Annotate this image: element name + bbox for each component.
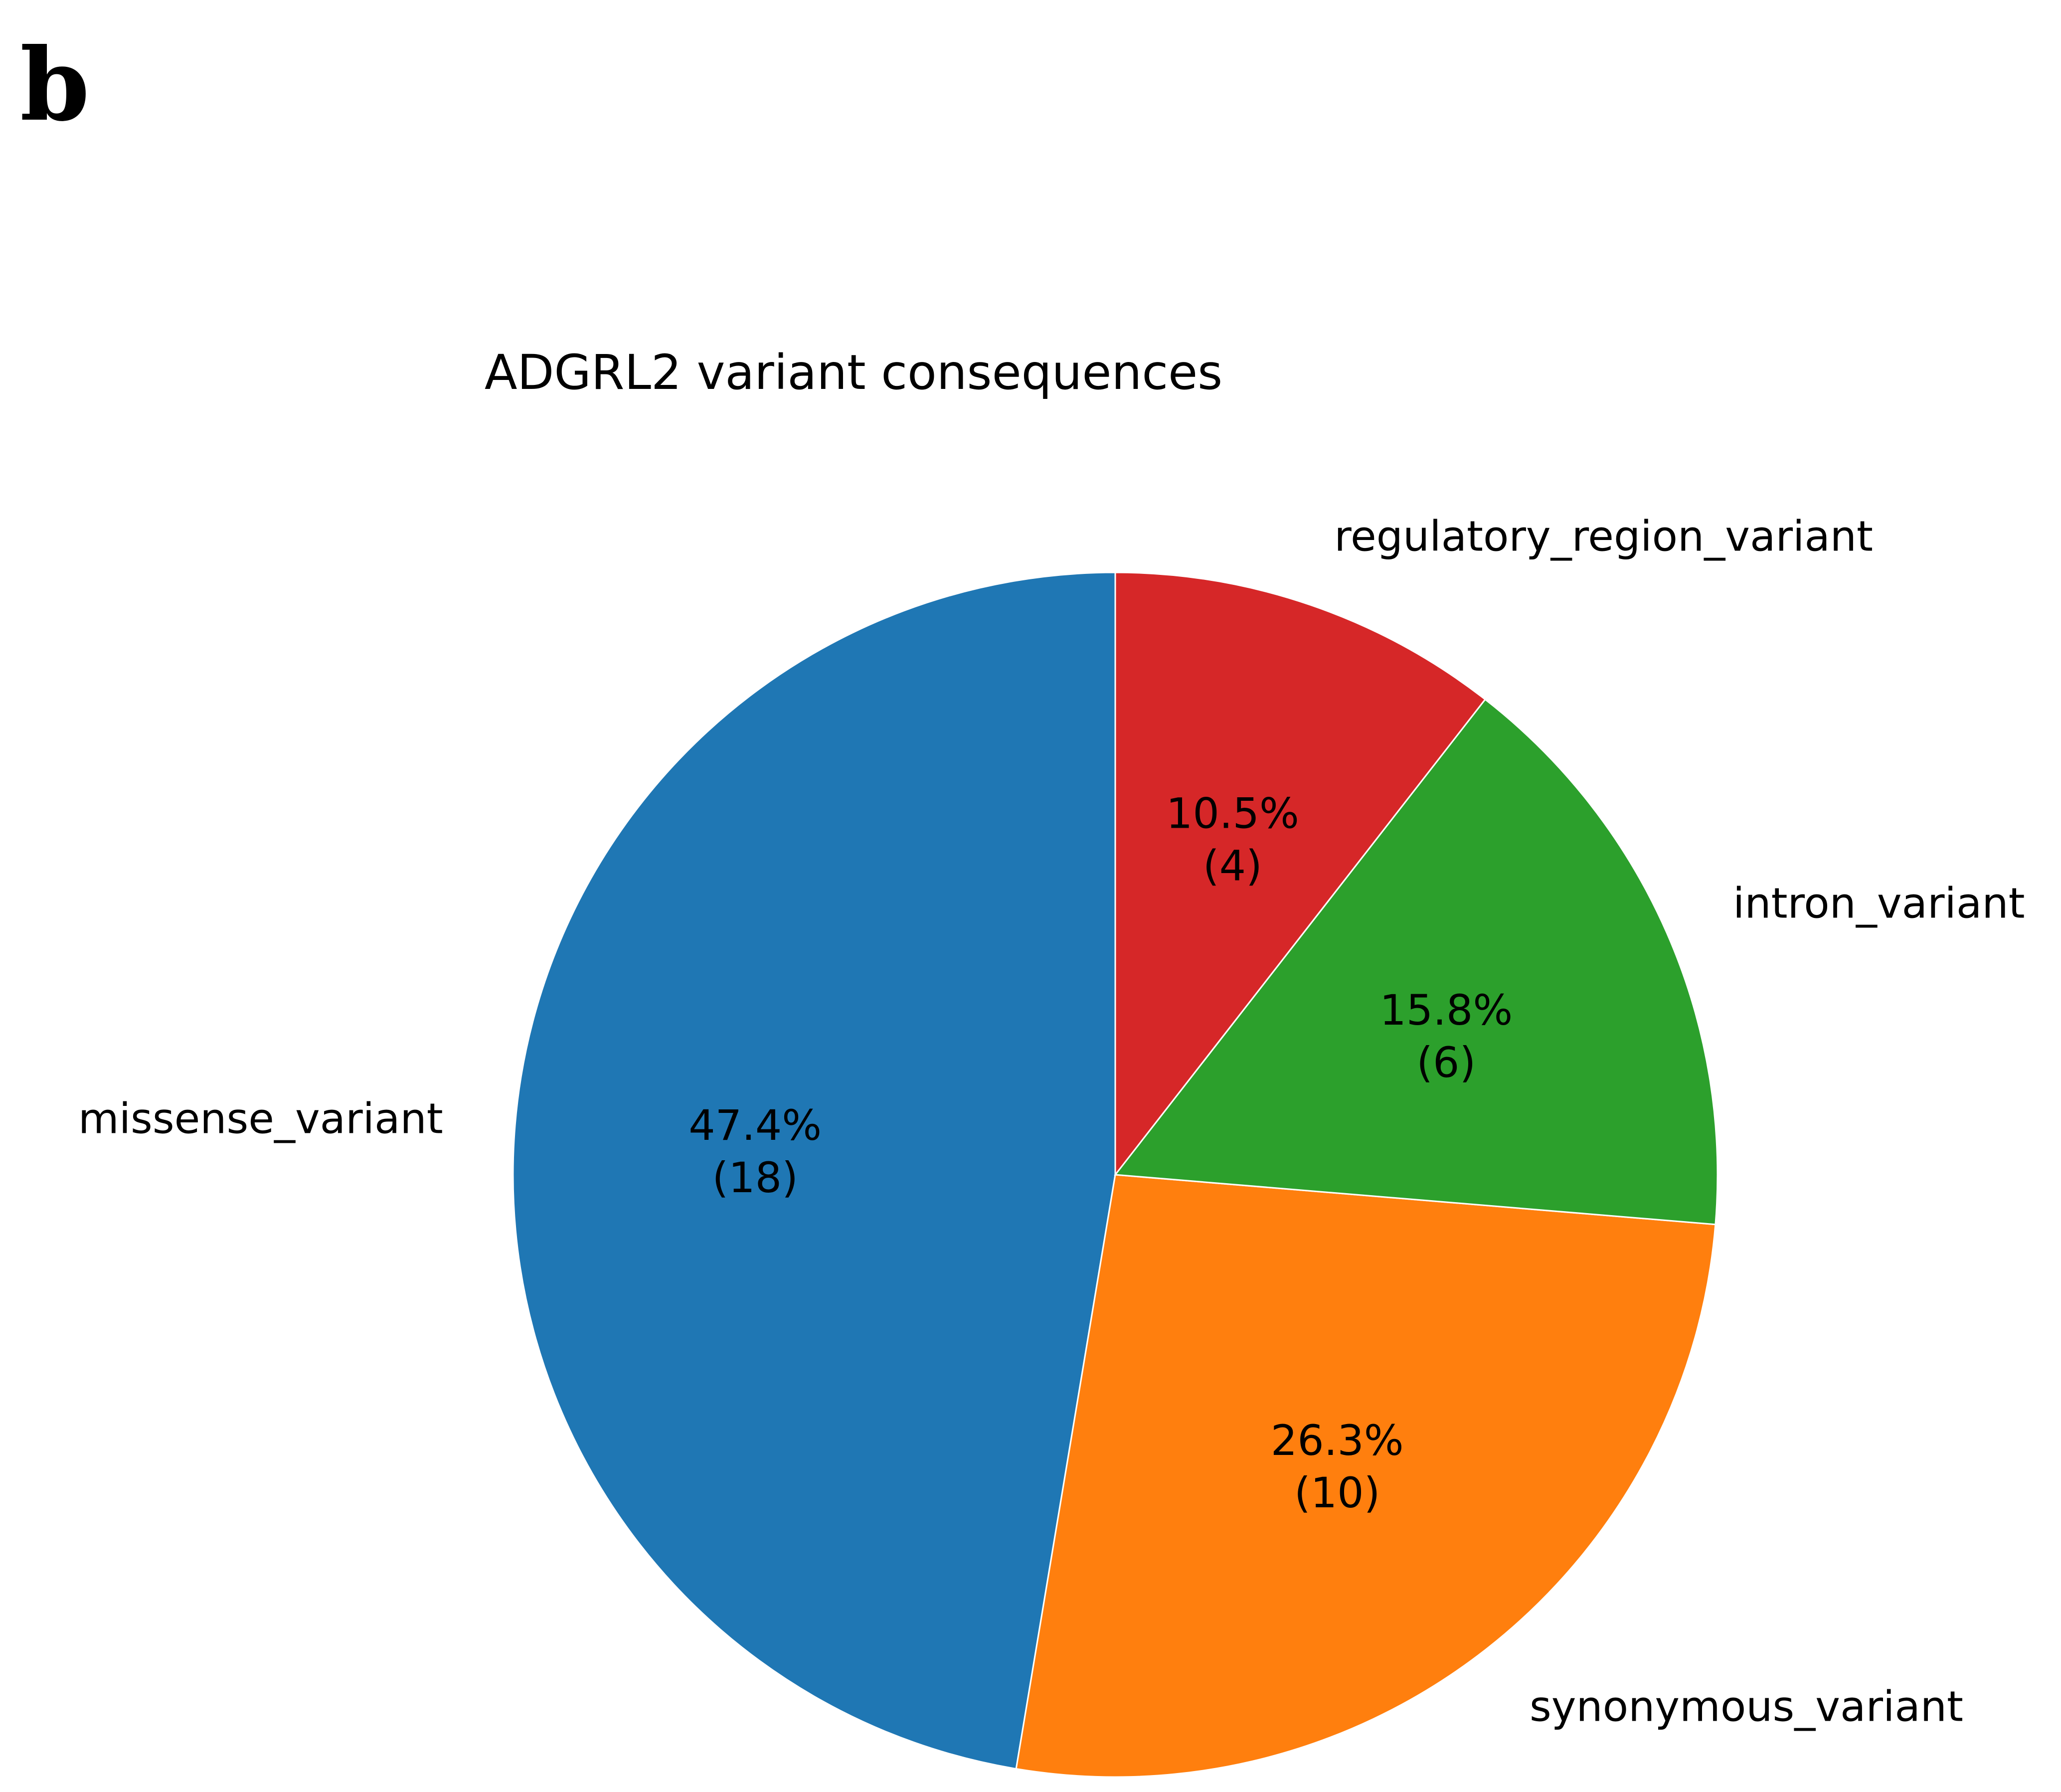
slice-percent-regulatory-region-variant: 10.5%	[1166, 789, 1299, 838]
pie-slice-regulatory-region-variant	[1114, 571, 1487, 1177]
slice-percent-synonymous-variant: 26.3%	[1271, 1416, 1404, 1465]
slice-label-intron-variant: intron_variant	[1733, 879, 2025, 928]
slice-count-missense-variant: (18)	[712, 1153, 798, 1202]
pie-slice-synonymous-variant	[1015, 1174, 1717, 1778]
panel-label: b	[20, 26, 90, 144]
slice-label-regulatory-region-variant: regulatory_region_variant	[1334, 512, 1873, 560]
slice-count-intron-variant: (6)	[1416, 1038, 1476, 1087]
slice-label-synonymous-variant: synonymous_variant	[1530, 1682, 1963, 1731]
slice-percent-missense-variant: 47.4%	[688, 1101, 822, 1150]
slice-percent-intron-variant: 15.8%	[1379, 986, 1513, 1035]
pie-labels: missense_variant 47.4%(18) synonymous_vari…	[78, 512, 2025, 1731]
slice-count-regulatory-region-variant: (4)	[1203, 841, 1262, 890]
slice-count-synonymous-variant: (10)	[1294, 1468, 1380, 1517]
pie-slice-intron-variant	[1114, 698, 1718, 1226]
chart-title: ADGRL2 variant consequences	[485, 345, 1222, 400]
pie-slice-missense-variant	[512, 571, 1116, 1770]
pie-slices	[512, 571, 1718, 1778]
slice-label-missense-variant: missense_variant	[78, 1094, 443, 1143]
